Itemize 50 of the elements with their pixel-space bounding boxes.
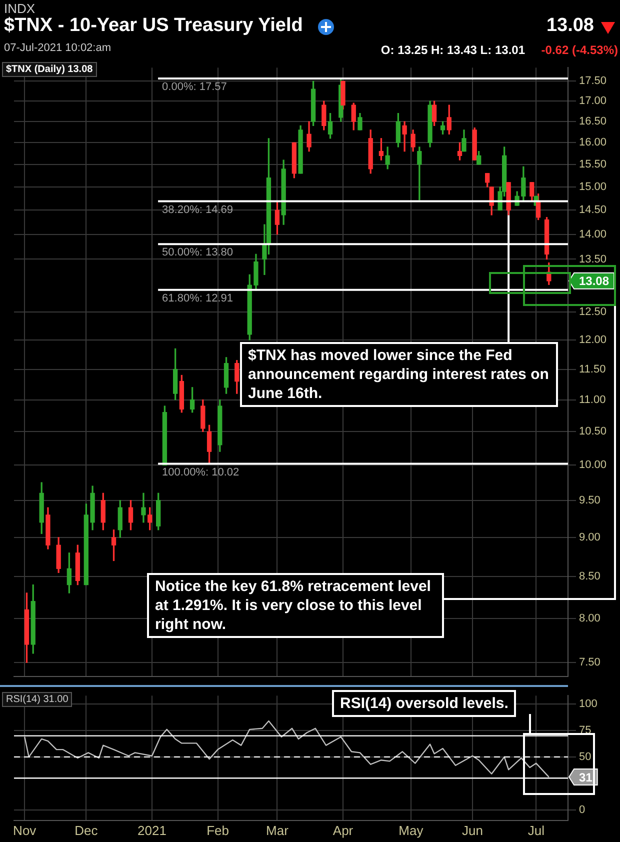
x-tick-label: May xyxy=(398,822,424,838)
text: INDX xyxy=(4,1,36,16)
annotation: $TNX (Daily) 13.08 xyxy=(2,62,97,77)
y-tick-label: 9.00 xyxy=(579,531,600,544)
x-tick-label: Mar xyxy=(266,822,290,838)
annotation: Notice the key 61.8% retracement level at 1.291%. It is very close to this level right now. xyxy=(147,573,444,638)
y-tick-label: 100 xyxy=(579,698,598,710)
y-tick-label: 14.50 xyxy=(579,204,607,216)
y-tick-label: 15.50 xyxy=(579,158,607,170)
x-tick-label: 2021 xyxy=(138,822,166,838)
y-tick-label: 8.00 xyxy=(579,612,600,624)
y-tick-label: 11.50 xyxy=(579,363,606,376)
y-tick-label: 9.50 xyxy=(579,494,600,506)
ref-line-label: 38.20%: 14.69 xyxy=(162,204,233,216)
y-tick-label: 17.50 xyxy=(579,75,607,88)
chart-title: $TNX - 10-Year US Treasury Yield xyxy=(4,15,303,37)
annotation: $TNX has moved lower since the Fed announcement regarding interest rates on June 16th. xyxy=(240,342,558,407)
text: 07-Jul-2021 10:02:am xyxy=(4,42,112,54)
annotation: RSI(14) 31.00 xyxy=(2,692,72,707)
x-tick-label: Nov xyxy=(13,822,37,838)
x-tick-label: Jun xyxy=(462,822,483,838)
y-tick-label: 10.50 xyxy=(579,426,607,438)
y-tick-label: 17.00 xyxy=(579,95,607,108)
ref-line-label: 50.00%: 13.80 xyxy=(162,246,233,259)
x-tick-label: Dec xyxy=(74,822,98,838)
y-tick-label: 7.50 xyxy=(579,656,600,669)
ref-line-label: 61.80%: 12.91 xyxy=(162,292,233,304)
y-tick-label: 50 xyxy=(579,750,592,763)
text: 13.08 xyxy=(579,274,610,288)
ref-line-label: 0.00%: 17.57 xyxy=(162,80,227,93)
y-tick-label: 16.00 xyxy=(579,136,607,149)
y-tick-label: 12.00 xyxy=(579,334,607,346)
y-tick-label: 10.00 xyxy=(579,459,607,472)
text: -0.62 (-4.53%) xyxy=(541,43,618,57)
y-tick-label: 8.50 xyxy=(579,570,600,583)
ref-line-label: 100.00%: 10.02 xyxy=(162,466,240,478)
x-tick-label: Feb xyxy=(206,822,229,838)
y-tick-label: 0 xyxy=(579,804,586,816)
y-tick-label: 15.00 xyxy=(579,180,607,193)
y-tick-label: 11.00 xyxy=(579,394,606,406)
x-tick-label: Jul xyxy=(528,822,545,838)
y-tick-label: 13.50 xyxy=(579,253,607,266)
x-tick-label: Apr xyxy=(332,822,354,838)
text: 31 xyxy=(579,770,593,784)
text: 13.08 xyxy=(546,15,594,37)
y-tick-label: 12.50 xyxy=(579,306,607,318)
y-tick-label: 16.50 xyxy=(579,116,607,128)
y-tick-label: 14.00 xyxy=(579,228,607,240)
text: O: 13.25 H: 13.43 L: 13.01 xyxy=(380,43,525,57)
annotation: RSI(14) oversold levels. xyxy=(332,690,516,717)
